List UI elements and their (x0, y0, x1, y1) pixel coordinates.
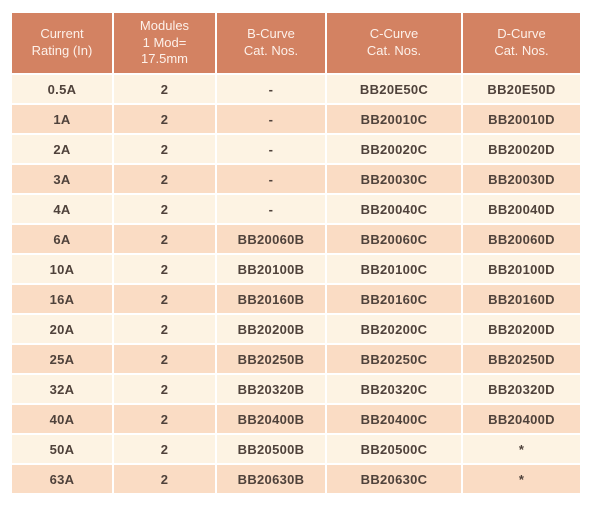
table-body: 0.5A 2- BB20E50C BB20E50D 1A 2- BB20010C BB2001… (12, 75, 580, 493)
cell-current-rating: 50A (12, 435, 112, 463)
cell-modules: 2 (114, 375, 215, 403)
table-row: 40A 2 BB20400B BB20400C BB20400D (12, 405, 580, 433)
cell-d-curve-cat-no: BB20100D (463, 255, 580, 283)
table-row: 50A 2 BB20500B BB20500C * (12, 435, 580, 463)
cell-b-curve-cat-no: BB20500B (217, 435, 325, 463)
mcb-catalog-table: Current Rating (In) Modules 1 Mod= 17.5m… (10, 11, 582, 495)
cell-b-curve-cat-no: - (217, 75, 325, 103)
cell-d-curve-cat-no: BB20030D (463, 165, 580, 193)
cell-d-curve-cat-no: * (463, 435, 580, 463)
cell-d-curve-cat-no: BB20060D (463, 225, 580, 253)
cell-modules: 2 (114, 435, 215, 463)
cell-current-rating: 10A (12, 255, 112, 283)
header-row: Current Rating (In) Modules 1 Mod= 17.5m… (12, 13, 580, 73)
cell-d-curve-cat-no: BB20040D (463, 195, 580, 223)
cell-c-curve-cat-no: BB20100C (327, 255, 461, 283)
cell-c-curve-cat-no: BB20020C (327, 135, 461, 163)
cell-modules: 2 (114, 135, 215, 163)
cell-current-rating: 40A (12, 405, 112, 433)
cell-c-curve-cat-no: BB20320C (327, 375, 461, 403)
table-row: 0.5A 2- BB20E50C BB20E50D (12, 75, 580, 103)
cell-current-rating: 1A (12, 105, 112, 133)
cell-d-curve-cat-no: BB20320D (463, 375, 580, 403)
cell-current-rating: 6A (12, 225, 112, 253)
cell-c-curve-cat-no: BB20250C (327, 345, 461, 373)
cell-b-curve-cat-no: - (217, 195, 325, 223)
cell-d-curve-cat-no: BB20020D (463, 135, 580, 163)
cell-b-curve-cat-no: BB20100B (217, 255, 325, 283)
cell-b-curve-cat-no: BB20320B (217, 375, 325, 403)
cell-modules: 2 (114, 105, 215, 133)
cell-b-curve-cat-no: - (217, 105, 325, 133)
cell-c-curve-cat-no: BB20630C (327, 465, 461, 493)
cell-d-curve-cat-no: BB20E50D (463, 75, 580, 103)
cell-c-curve-cat-no: BB20060C (327, 225, 461, 253)
column-header-d-curve: D-Curve Cat. Nos. (463, 13, 580, 73)
cell-current-rating: 16A (12, 285, 112, 313)
column-header-c-curve: C-Curve Cat. Nos. (327, 13, 461, 73)
cell-b-curve-cat-no: BB20250B (217, 345, 325, 373)
cell-c-curve-cat-no: BB20E50C (327, 75, 461, 103)
cell-current-rating: 25A (12, 345, 112, 373)
column-header-b-curve: B-Curve Cat. Nos. (217, 13, 325, 73)
cell-b-curve-cat-no: BB20630B (217, 465, 325, 493)
cell-c-curve-cat-no: BB20200C (327, 315, 461, 343)
table-header: Current Rating (In) Modules 1 Mod= 17.5m… (12, 13, 580, 73)
cell-current-rating: 0.5A (12, 75, 112, 103)
column-header-current-rating: Current Rating (In) (12, 13, 112, 73)
cell-current-rating: 4A (12, 195, 112, 223)
cell-d-curve-cat-no: BB20250D (463, 345, 580, 373)
cell-modules: 2 (114, 465, 215, 493)
table-row: 16A 2 BB20160B BB20160C BB20160D (12, 285, 580, 313)
cell-c-curve-cat-no: BB20400C (327, 405, 461, 433)
cell-current-rating: 63A (12, 465, 112, 493)
cell-c-curve-cat-no: BB20040C (327, 195, 461, 223)
table-row: 10A 2 BB20100B BB20100C BB20100D (12, 255, 580, 283)
cell-modules: 2 (114, 285, 215, 313)
table-row: 6A 2 BB20060B BB20060C BB20060D (12, 225, 580, 253)
cell-modules: 2 (114, 315, 215, 343)
cell-modules: 2 (114, 405, 215, 433)
cell-modules: 2 (114, 165, 215, 193)
cell-modules: 2 (114, 225, 215, 253)
cell-c-curve-cat-no: BB20160C (327, 285, 461, 313)
cell-b-curve-cat-no: - (217, 135, 325, 163)
cell-modules: 2 (114, 345, 215, 373)
cell-b-curve-cat-no: - (217, 165, 325, 193)
cell-modules: 2 (114, 255, 215, 283)
table-row: 20A 2 BB20200B BB20200C BB20200D (12, 315, 580, 343)
table-row: 4A 2- BB20040C BB20040D (12, 195, 580, 223)
cell-modules: 2 (114, 195, 215, 223)
table-row: 1A 2- BB20010C BB20010D (12, 105, 580, 133)
table-row: 3A 2- BB20030C BB20030D (12, 165, 580, 193)
cell-b-curve-cat-no: BB20200B (217, 315, 325, 343)
cell-c-curve-cat-no: BB20010C (327, 105, 461, 133)
cell-d-curve-cat-no: BB20010D (463, 105, 580, 133)
table-row: 32A 2 BB20320B BB20320C BB20320D (12, 375, 580, 403)
cell-d-curve-cat-no: * (463, 465, 580, 493)
cell-b-curve-cat-no: BB20060B (217, 225, 325, 253)
cell-b-curve-cat-no: BB20160B (217, 285, 325, 313)
table-row: 2A 2- BB20020C BB20020D (12, 135, 580, 163)
cell-c-curve-cat-no: BB20030C (327, 165, 461, 193)
column-header-modules: Modules 1 Mod= 17.5mm (114, 13, 215, 73)
cell-current-rating: 20A (12, 315, 112, 343)
cell-current-rating: 2A (12, 135, 112, 163)
cell-d-curve-cat-no: BB20160D (463, 285, 580, 313)
cell-current-rating: 3A (12, 165, 112, 193)
table-row: 63A 2 BB20630B BB20630C * (12, 465, 580, 493)
cell-modules: 2 (114, 75, 215, 103)
cell-d-curve-cat-no: BB20400D (463, 405, 580, 433)
table-row: 25A 2 BB20250B BB20250C BB20250D (12, 345, 580, 373)
cell-d-curve-cat-no: BB20200D (463, 315, 580, 343)
cell-b-curve-cat-no: BB20400B (217, 405, 325, 433)
cell-c-curve-cat-no: BB20500C (327, 435, 461, 463)
cell-current-rating: 32A (12, 375, 112, 403)
